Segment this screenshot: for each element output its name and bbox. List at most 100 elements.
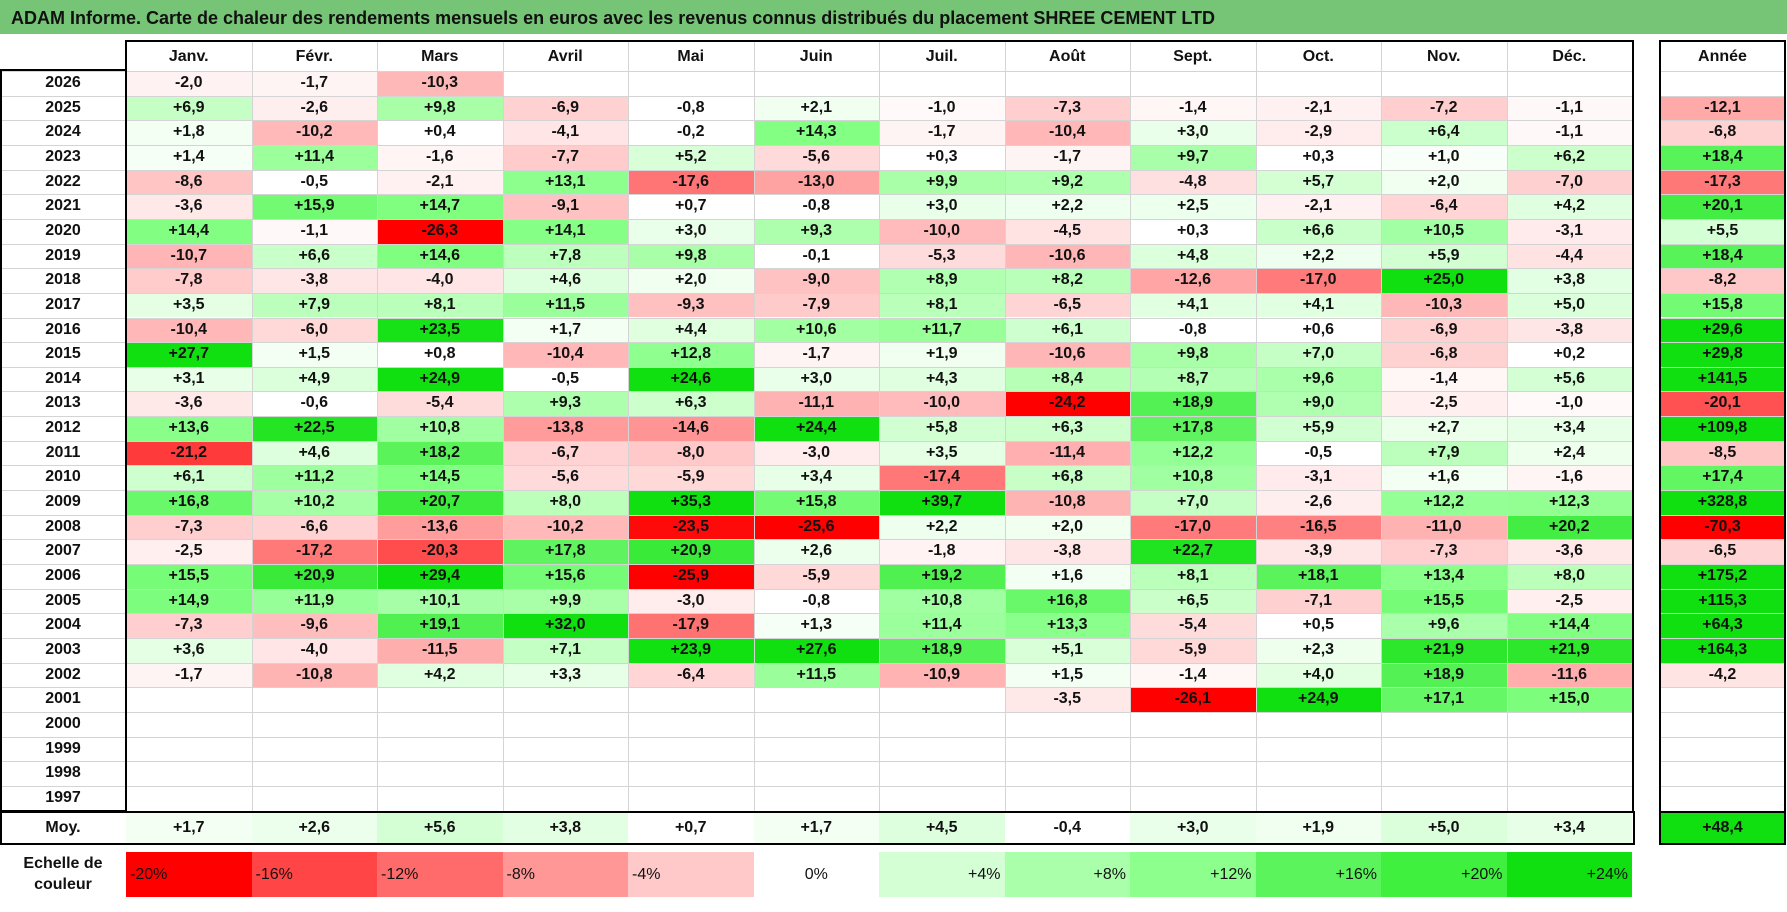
heatmap-cell: +5,9 [1255,416,1381,441]
heatmap-cell [753,736,879,762]
heatmap-cell: -8,6 [126,169,252,195]
heatmap-cell: +32,0 [502,613,628,638]
heatmap-cell: +2,0 [1381,169,1507,195]
heatmap-cell: +5,9 [1381,243,1507,269]
annual-cell: +20,1 [1660,194,1785,219]
average-cell: +4,5 [879,813,1005,843]
heatmap-cell: -11,0 [1381,514,1507,540]
heatmap-cell: -10,6 [1004,342,1130,367]
annual-cell: -4,2 [1660,662,1785,688]
grid-line [1660,711,1785,713]
grid-line [0,342,1632,344]
heatmap-cell: +25,0 [1381,268,1507,293]
page-title: ADAM Informe. Carte de chaleur des rende… [0,0,1787,34]
heatmap-cell: +10,5 [1381,218,1507,244]
heatmap-cell: -4,1 [502,120,628,145]
heatmap-cell: +3,4 [1506,416,1632,441]
heatmap-cell: -10,4 [126,317,252,343]
year-label: 2021 [45,197,81,215]
month-header: Déc. [1552,48,1587,65]
average-label: Moy. [45,819,81,836]
heatmap-cell: -3,5 [1004,687,1130,712]
heatmap-cell: -6,9 [1381,317,1507,343]
heatmap-cell: +9,8 [628,243,754,269]
heatmap-cell: +9,6 [1255,366,1381,392]
year-label: 1998 [45,764,81,782]
heatmap-cell: +7,9 [1381,440,1507,466]
year-label: 2016 [45,320,81,338]
heatmap-cell: -9,6 [251,613,377,638]
year-label: 2002 [45,665,81,683]
year-label: 2010 [45,468,81,486]
heatmap-cell: +35,3 [628,490,754,515]
heatmap-cell: -9,1 [502,194,628,219]
heatmap-cell [502,761,628,786]
heatmap-cell: +14,4 [1506,613,1632,638]
annual-cell: +18,4 [1660,144,1785,170]
heatmap-cell: +5,7 [1255,169,1381,195]
annual-cell: -8,2 [1660,268,1785,293]
heatmap-cell: -10,0 [879,391,1005,417]
year-label: 2022 [45,172,81,190]
heatmap-cell: +9,3 [502,391,628,417]
grid-line [1660,366,1785,368]
heatmap-cell: +4,2 [377,662,503,688]
heatmap-cell: +12,3 [1506,490,1632,515]
heatmap-cell: -10,3 [377,71,503,96]
heatmap-cell: +18,1 [1255,564,1381,589]
heatmap-cell: -23,5 [628,514,754,540]
heatmap-cell [1506,711,1632,737]
heatmap-cell: +2,3 [1255,637,1381,663]
grid-line [0,144,1632,146]
grid-line [1255,42,1257,811]
heatmap-cell: +3,0 [628,218,754,244]
heatmap-cell: -7,9 [753,292,879,318]
heatmap-cell: -1,4 [1130,662,1256,688]
heatmap-cell: +13,4 [1381,564,1507,589]
heatmap-cell: +3,0 [1130,120,1256,145]
heatmap-cell [126,761,252,786]
heatmap-cell: +3,5 [126,292,252,318]
heatmap-cell: +14,6 [377,243,503,269]
heatmap-cell [126,736,252,762]
annual-cell: -70,3 [1660,514,1785,540]
heatmap-cell: +2,7 [1381,416,1507,441]
heatmap-cell: -11,1 [753,391,879,417]
heatmap-cell [1381,761,1507,786]
heatmap-cell [753,71,879,96]
heatmap-cell: +11,9 [251,588,377,614]
heatmap-cell: -2,6 [1255,490,1381,515]
grid-line [0,317,1632,319]
heatmap-cell: +3,8 [1506,268,1632,293]
grid-line [0,465,1632,467]
heatmap-cell [126,711,252,737]
heatmap-cell: +8,2 [1004,268,1130,293]
heatmap-cell [1506,785,1632,811]
grid-line [1660,218,1785,220]
heatmap-cell: -3,8 [1004,539,1130,564]
year-label: 2006 [45,567,81,584]
heatmap-cell: +6,1 [1004,317,1130,343]
heatmap-cell [1004,761,1130,786]
heatmap-cell: +4,1 [1255,292,1381,318]
annual-cell: +141,5 [1660,366,1785,392]
heatmap-cell: -17,4 [879,465,1005,491]
grid-line [1660,440,1785,442]
year-label: 2008 [45,517,81,535]
heatmap-cell [251,761,377,786]
grid-line [0,391,1632,393]
heatmap-cell: +0,8 [377,342,503,367]
annual-cell: +115,3 [1660,588,1785,614]
heatmap-cell: +12,8 [628,342,754,367]
heatmap-cell: +0,3 [1255,144,1381,170]
grid-line [1660,736,1785,738]
heatmap-cell: +24,9 [1255,687,1381,712]
heatmap-cell: -3,0 [628,588,754,614]
heatmap-cell: +4,3 [879,366,1005,392]
heatmap-cell: -7,8 [126,268,252,293]
annual-cell [1660,785,1785,811]
heatmap-cell [377,687,503,712]
grid-line [0,169,1632,171]
heatmap-cell: +22,7 [1130,539,1256,564]
heatmap-cell: -8,0 [628,440,754,466]
